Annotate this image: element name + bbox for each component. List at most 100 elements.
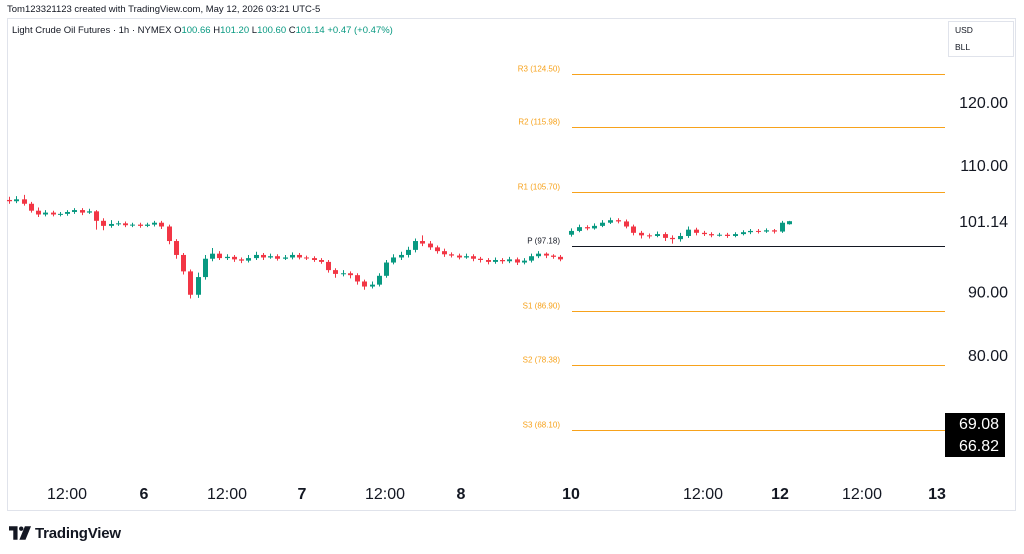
candle-body[interactable]: [43, 212, 48, 215]
candle-body[interactable]: [239, 259, 244, 261]
candle-body[interactable]: [65, 211, 70, 214]
candle-body[interactable]: [413, 241, 418, 250]
candle-body[interactable]: [686, 229, 691, 236]
candle-body[interactable]: [558, 256, 563, 260]
candle-body[interactable]: [787, 221, 792, 225]
candle-body[interactable]: [772, 230, 777, 232]
candle-body[interactable]: [123, 223, 128, 226]
candle-body[interactable]: [384, 262, 389, 276]
candle-body[interactable]: [764, 230, 769, 232]
candle-body[interactable]: [391, 257, 396, 263]
candle-body[interactable]: [275, 256, 280, 259]
candle-body[interactable]: [72, 210, 77, 212]
candle-body[interactable]: [290, 254, 295, 258]
candle-body[interactable]: [694, 229, 699, 233]
candle-body[interactable]: [109, 223, 114, 226]
candle-body[interactable]: [225, 256, 230, 259]
candle-body[interactable]: [188, 271, 193, 295]
candle-body[interactable]: [733, 234, 738, 236]
candle-body[interactable]: [138, 224, 143, 226]
candle-body[interactable]: [406, 249, 411, 255]
candle-body[interactable]: [203, 258, 208, 278]
candle-body[interactable]: [529, 256, 534, 261]
candle-body[interactable]: [152, 222, 157, 225]
candle-body[interactable]: [268, 256, 273, 258]
candle-body[interactable]: [457, 255, 462, 258]
candle-body[interactable]: [51, 212, 56, 215]
candle-body[interactable]: [592, 225, 597, 229]
candle-body[interactable]: [159, 222, 164, 227]
candle-body[interactable]: [232, 256, 237, 260]
candle-body[interactable]: [14, 199, 19, 202]
tradingview-brand[interactable]: TradingView: [9, 524, 121, 542]
candle-body[interactable]: [709, 234, 714, 236]
candle-body[interactable]: [756, 230, 761, 232]
candle-body[interactable]: [181, 254, 186, 272]
candle-body[interactable]: [449, 254, 454, 256]
candle-body[interactable]: [304, 257, 309, 259]
candle-body[interactable]: [551, 255, 556, 257]
candle-body[interactable]: [420, 241, 425, 244]
candle-body[interactable]: [678, 235, 683, 240]
candle-body[interactable]: [319, 260, 324, 262]
candle-body[interactable]: [101, 220, 106, 226]
candle-body[interactable]: [478, 258, 483, 260]
candle-body[interactable]: [522, 260, 527, 263]
candle-body[interactable]: [174, 241, 179, 255]
candle-body[interactable]: [780, 222, 785, 232]
candle-body[interactable]: [655, 234, 660, 236]
candle-body[interactable]: [647, 235, 652, 237]
candle-body[interactable]: [312, 258, 317, 260]
candle-body[interactable]: [261, 254, 266, 258]
candle-body[interactable]: [36, 210, 41, 215]
candle-body[interactable]: [569, 230, 574, 235]
candle-body[interactable]: [442, 251, 447, 255]
symbol-description[interactable]: Light Crude Oil Futures · 1h · NYMEX: [12, 25, 172, 36]
candle-body[interactable]: [507, 259, 512, 262]
candle-body[interactable]: [29, 203, 34, 211]
candle-body[interactable]: [22, 199, 27, 204]
candle-body[interactable]: [58, 213, 63, 215]
candle-body[interactable]: [283, 257, 288, 259]
candle-body[interactable]: [702, 232, 707, 235]
candle-body[interactable]: [435, 247, 440, 252]
candle-body[interactable]: [500, 260, 505, 262]
candle-body[interactable]: [663, 234, 668, 238]
candle-body[interactable]: [670, 237, 675, 240]
candle-body[interactable]: [210, 253, 215, 259]
candle-body[interactable]: [725, 234, 730, 236]
candle-body[interactable]: [217, 253, 222, 259]
candle-body[interactable]: [600, 222, 605, 226]
candle-body[interactable]: [631, 226, 636, 233]
candle-body[interactable]: [544, 253, 549, 256]
currency-unit-box[interactable]: USD BLL: [948, 21, 1014, 57]
candle-body[interactable]: [464, 256, 469, 258]
candle-body[interactable]: [585, 227, 590, 229]
candle-body[interactable]: [362, 281, 367, 287]
candle-body[interactable]: [7, 199, 12, 202]
candle-body[interactable]: [355, 275, 360, 282]
candle-body[interactable]: [536, 253, 541, 257]
candle-body[interactable]: [748, 230, 753, 233]
candle-body[interactable]: [196, 277, 201, 295]
candle-body[interactable]: [515, 259, 520, 263]
candle-body[interactable]: [370, 284, 375, 287]
candle-body[interactable]: [297, 254, 302, 258]
candle-body[interactable]: [167, 226, 172, 242]
candle-body[interactable]: [428, 243, 433, 248]
candle-body[interactable]: [80, 210, 85, 213]
candle-body[interactable]: [741, 232, 746, 235]
candle-body[interactable]: [145, 224, 150, 226]
candle-body[interactable]: [333, 270, 338, 274]
candle-body[interactable]: [624, 221, 629, 227]
candle-body[interactable]: [341, 273, 346, 275]
candle-body[interactable]: [399, 254, 404, 258]
candle-body[interactable]: [717, 234, 722, 236]
candle-body[interactable]: [577, 227, 582, 231]
candle-body[interactable]: [94, 211, 99, 221]
candle-body[interactable]: [493, 260, 498, 262]
candle-body[interactable]: [486, 260, 491, 262]
candle-body[interactable]: [130, 224, 135, 226]
candle-body[interactable]: [116, 223, 121, 225]
